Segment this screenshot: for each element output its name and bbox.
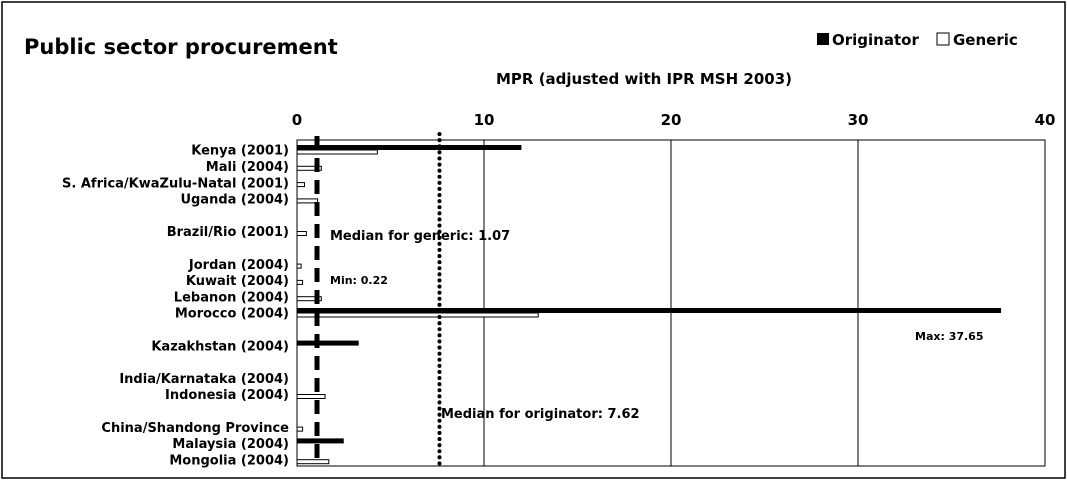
x-tick-label: 10	[474, 111, 495, 129]
category-label: Kuwait (2004)	[186, 274, 289, 289]
legend-swatch-generic	[936, 32, 950, 46]
bar-generic	[296, 394, 326, 399]
annotation-max: Max: 37.65	[915, 330, 984, 343]
category-labels: Kenya (2001)Mali (2004)S. Africa/KwaZulu…	[62, 144, 289, 469]
category-label: Lebanon (2004)	[174, 290, 289, 305]
reference-lines	[314, 132, 442, 468]
bar-generic	[296, 312, 539, 318]
bar-generic	[296, 459, 330, 465]
category-label: Kenya (2001)	[191, 144, 289, 159]
bar-generic	[296, 182, 305, 188]
plot-area	[296, 139, 1046, 467]
bar-originator	[297, 438, 344, 444]
bar-generic	[296, 231, 307, 236]
bar-originator	[297, 308, 1002, 313]
x-tick-label: 0	[292, 111, 302, 129]
category-label: Malaysia (2004)	[172, 437, 289, 452]
x-tick-label: 40	[1035, 111, 1056, 129]
legend: Originator Generic	[817, 31, 1018, 49]
bar-generic	[296, 279, 304, 285]
annotation-median-generic: Median for generic: 1.07	[330, 229, 510, 244]
category-label: Brazil/Rio (2001)	[167, 225, 289, 240]
annotation-median-originator: Median for originator: 7.62	[441, 407, 640, 422]
chart-title: Public sector procurement	[24, 35, 338, 59]
bar-generic	[296, 198, 319, 204]
bar-originator	[297, 340, 359, 346]
legend-swatch-originator	[817, 33, 829, 45]
axis-title: MPR (adjusted with IPR MSH 2003)	[496, 70, 792, 88]
bar-generic	[296, 426, 304, 432]
legend-label-generic: Generic	[953, 31, 1018, 49]
category-label: China/Shandong Province	[101, 421, 289, 436]
bar-generic	[296, 263, 302, 269]
category-label: S. Africa/KwaZulu-Natal (2001)	[62, 176, 289, 191]
category-label: Kazakhstan (2004)	[151, 339, 289, 354]
category-label: Indonesia (2004)	[165, 388, 289, 403]
x-tick-label: 20	[661, 111, 682, 129]
legend-label-originator: Originator	[832, 31, 919, 49]
category-label: Mali (2004)	[206, 160, 289, 175]
category-label: Morocco (2004)	[175, 307, 289, 322]
category-label: Jordan (2004)	[188, 258, 289, 273]
category-label: Uganda (2004)	[180, 193, 289, 208]
x-tick-labels: 0 10 20 30 40	[292, 111, 1056, 129]
bars	[296, 145, 1002, 465]
bar-generic	[296, 149, 378, 155]
bar-originator	[297, 145, 522, 150]
annotations: Median for generic: 1.07 Min: 0.22 Max: …	[330, 229, 984, 422]
annotation-min: Min: 0.22	[330, 274, 388, 287]
x-tick-label: 30	[848, 111, 869, 129]
category-label: India/Karnataka (2004)	[119, 372, 289, 387]
gridlines	[483, 140, 859, 466]
category-label: Mongolia (2004)	[169, 453, 289, 468]
